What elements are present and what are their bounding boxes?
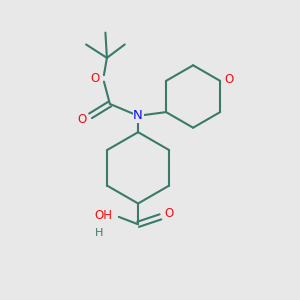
- Text: O: O: [78, 113, 87, 126]
- Text: H: H: [95, 228, 104, 238]
- Text: N: N: [133, 109, 143, 122]
- Text: OH: OH: [94, 209, 112, 222]
- Text: O: O: [224, 73, 234, 86]
- Text: O: O: [90, 72, 100, 85]
- Text: O: O: [164, 207, 173, 220]
